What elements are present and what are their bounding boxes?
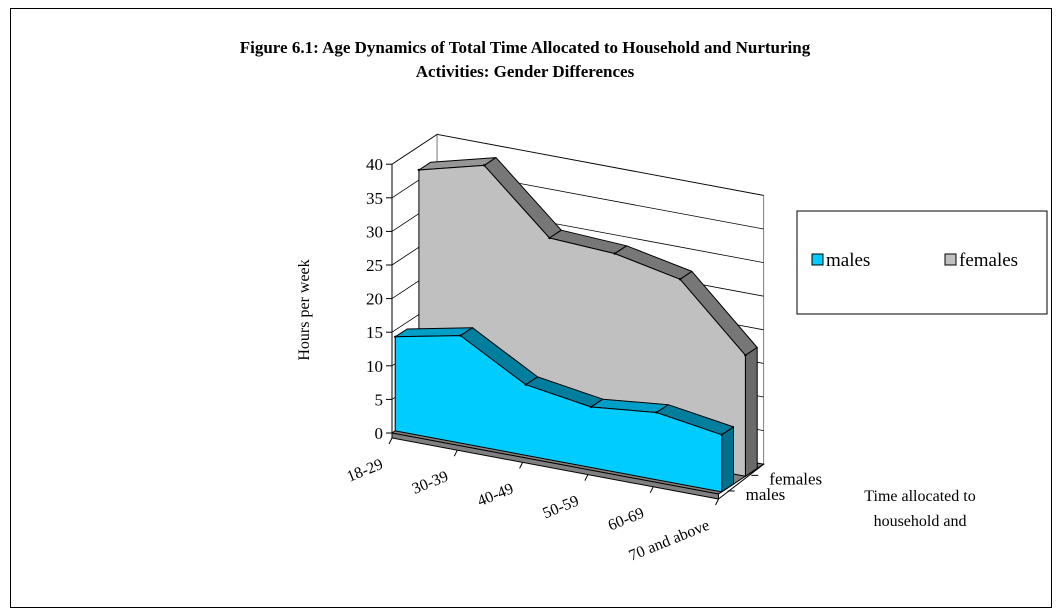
y-axis-label: Hours per week xyxy=(296,259,313,360)
depth-tick-label: males xyxy=(746,485,786,504)
y-tick-label: 35 xyxy=(366,189,383,208)
x-tick-label: 18-29 xyxy=(345,456,386,486)
x-tick-mark xyxy=(649,486,654,494)
x-tick-label: 50-59 xyxy=(540,493,581,523)
y-tick-label: 0 xyxy=(375,424,384,443)
y-tick-label: 10 xyxy=(366,357,383,376)
data-point-males-30-39 xyxy=(459,334,462,337)
y-tick-label: 40 xyxy=(366,155,383,174)
data-point-males-70 and above xyxy=(720,433,723,436)
gridline-40 xyxy=(391,133,764,196)
legend-label-males: males xyxy=(826,250,870,271)
x-tick-label: 60-69 xyxy=(606,505,647,535)
depth-axis-title: Time allocated to household and xyxy=(864,488,975,530)
y-tick-label: 30 xyxy=(366,222,383,241)
x-tick-mark xyxy=(388,437,393,445)
area-end-cap xyxy=(744,346,758,478)
x-tick-mark xyxy=(453,449,458,457)
y-tick-label: 20 xyxy=(366,290,383,309)
y-tick-label: 5 xyxy=(375,390,384,409)
data-point-females-40-49 xyxy=(548,236,551,240)
chart-title: Figure 6.1: Age Dynamics of Total Time A… xyxy=(60,36,990,84)
legend-swatch-males xyxy=(811,253,824,266)
chart-title-line-1: Figure 6.1: Age Dynamics of Total Time A… xyxy=(239,38,811,57)
x-tick-mark xyxy=(584,474,589,481)
legend: males females xyxy=(796,210,1048,315)
x-tick-label: 40-49 xyxy=(475,480,516,510)
x-tick-label: 70 and above xyxy=(627,517,712,565)
data-point-females-60-69 xyxy=(678,278,682,281)
series-males xyxy=(394,327,734,493)
y-tick-label: 25 xyxy=(366,256,383,275)
depth-axis-title-line: household and xyxy=(874,513,967,530)
depth-axis-line xyxy=(718,463,764,500)
x-tick-mark xyxy=(519,462,524,469)
y-tick-label: 15 xyxy=(366,323,383,342)
data-point-males-60-69 xyxy=(655,411,658,414)
legend-box xyxy=(796,210,1048,315)
data-point-males-50-59 xyxy=(589,405,593,409)
data-point-females-50-59 xyxy=(613,252,616,255)
data-point-females-70 and above xyxy=(744,354,747,357)
data-point-males-40-49 xyxy=(524,383,528,386)
series-front-layer xyxy=(394,327,734,493)
data-point-females-18-29 xyxy=(417,168,421,172)
data-point-females-30-39 xyxy=(482,164,486,167)
legend-label-females: females xyxy=(959,250,1018,271)
area-end-cap xyxy=(721,425,734,493)
data-point-males-18-29 xyxy=(394,335,397,338)
chart-title-line-2: Activities: Gender Differences xyxy=(415,62,635,81)
legend-swatch-females xyxy=(944,253,957,266)
x-tick-label: 30-39 xyxy=(410,468,451,498)
depth-tick-label: females xyxy=(769,469,822,488)
depth-axis-title-line: Time allocated to xyxy=(864,488,975,505)
y-axis: 0 5 10 15 20 25 30 35 40 xyxy=(366,155,393,443)
x-tick-mark xyxy=(715,498,719,506)
